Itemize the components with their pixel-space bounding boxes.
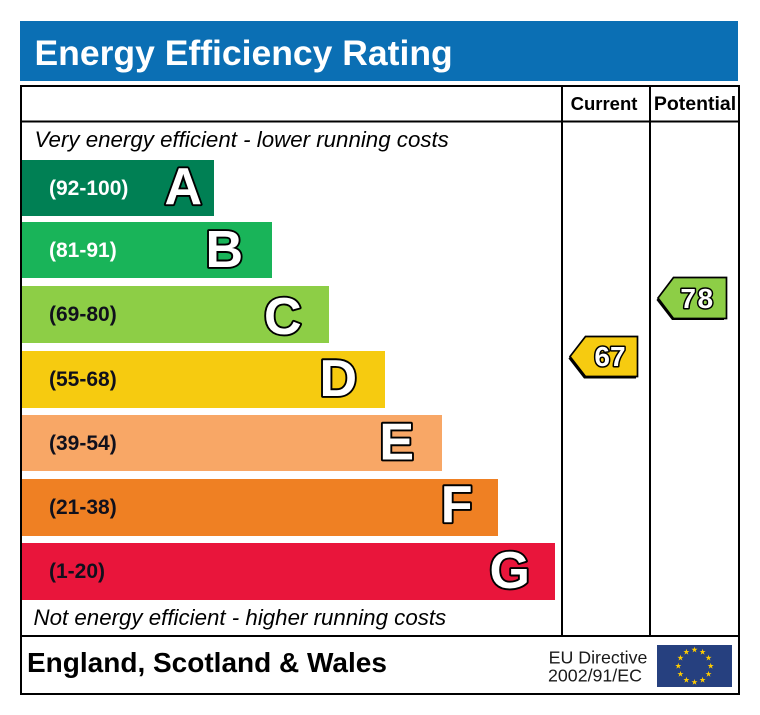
svg-text:78: 78 [680,283,714,314]
svg-text:(55-68): (55-68) [49,368,117,391]
svg-text:F: F [441,476,473,534]
svg-text:67: 67 [594,341,625,372]
svg-text:B: B [205,221,243,279]
svg-text:2002/91/EC: 2002/91/EC [548,666,642,686]
svg-text:(1-20): (1-20) [49,560,105,583]
svg-text:Energy Efficiency Rating: Energy Efficiency Rating [35,33,453,73]
svg-text:A: A [164,158,202,216]
svg-text:D: D [319,350,357,408]
svg-text:England, Scotland & Wales: England, Scotland & Wales [27,647,387,678]
svg-text:(39-54): (39-54) [49,432,117,455]
svg-text:E: E [379,414,414,472]
svg-text:Very energy efficient - lower: Very energy efficient - lower running co… [35,127,449,152]
svg-text:(21-38): (21-38) [49,496,117,519]
svg-text:Not energy efficient - higher: Not energy efficient - higher running co… [34,605,447,630]
svg-text:Current: Current [571,93,638,114]
svg-text:G: G [490,542,530,600]
svg-text:Potential: Potential [654,93,736,115]
svg-text:C: C [264,288,302,346]
svg-text:(92-100): (92-100) [49,177,128,200]
svg-text:EU Directive: EU Directive [549,648,648,668]
svg-text:(81-91): (81-91) [49,239,117,262]
svg-text:(69-80): (69-80) [49,303,117,326]
